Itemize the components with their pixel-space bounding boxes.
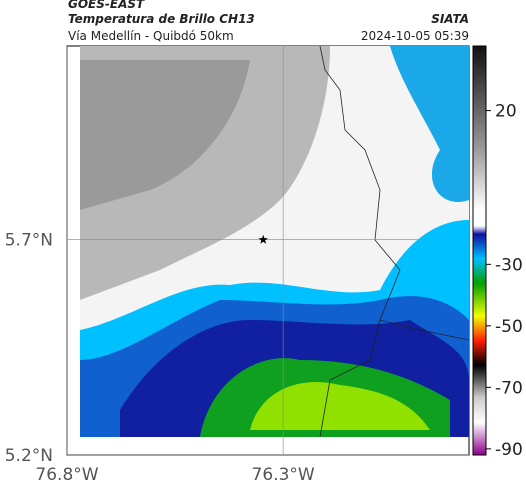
satellite-raster <box>80 46 469 437</box>
y-tick-label: 5.2°N <box>5 446 53 466</box>
colorbar-tick-label: 20 <box>495 102 517 122</box>
y-tick-label: 5.7°N <box>5 231 53 251</box>
datetime: 2024-10-05 05:39 <box>361 29 469 43</box>
colorbar-tick-label: -70 <box>495 378 523 398</box>
subtitle: Temperatura de Brillo CH13 <box>68 12 255 26</box>
source: SIATA <box>431 12 469 26</box>
x-tick-label: 76.3°W <box>252 465 315 485</box>
location-marker <box>258 234 268 244</box>
colorbar-tick-label: -30 <box>495 255 523 275</box>
colorbar-tick-label: -50 <box>495 317 523 337</box>
colorbar-tick-label: -90 <box>495 440 523 460</box>
route: Vía Medellín - Quibdó 50km <box>68 29 234 43</box>
colorbar <box>472 45 487 456</box>
x-tick-label: 76.8°W <box>35 465 98 485</box>
title: GOES-EAST <box>68 0 145 11</box>
